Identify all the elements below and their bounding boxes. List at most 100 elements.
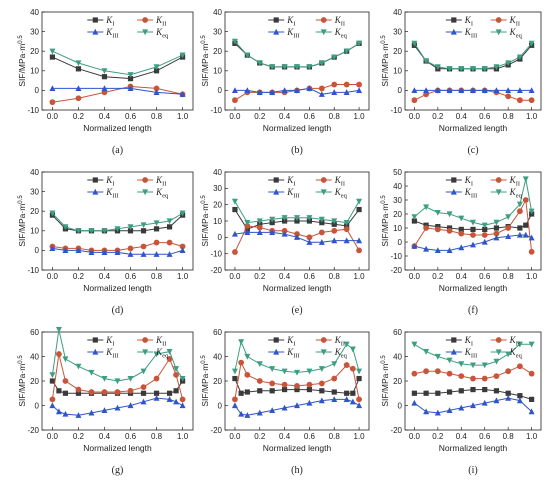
y-tick-label: 20 <box>30 47 39 56</box>
legend: KI KII KIII Keq <box>87 335 169 360</box>
data-point-K_III <box>101 85 108 92</box>
data-point-K_II <box>232 396 238 403</box>
legend-label-K_III: KIII <box>286 347 300 360</box>
data-point-K_II <box>458 230 465 237</box>
x-tick-label: 0.6 <box>125 272 137 281</box>
data-point-K_eq <box>238 339 245 345</box>
series-line-K_II <box>234 361 360 400</box>
data-point-K_II <box>179 396 186 403</box>
data-point-K_I <box>281 218 288 224</box>
data-point-K_III <box>244 229 251 236</box>
y-tick-label: 20 <box>393 47 402 56</box>
data-point-K_eq <box>114 226 121 233</box>
subfigure-label: (c) <box>467 145 478 156</box>
y-tick-label: -10 <box>27 266 39 275</box>
data-point-K_eq <box>153 64 160 71</box>
data-point-K_eq <box>470 362 476 369</box>
x-tick-label: 0.8 <box>329 432 341 441</box>
data-point-K_II <box>49 99 56 106</box>
data-point-K_III <box>179 247 186 253</box>
legend-marker <box>142 189 149 196</box>
y-tick-label: 30 <box>213 27 222 36</box>
data-point-K_eq <box>356 40 363 47</box>
x-tick-label: 0.0 <box>229 272 241 281</box>
x-tick-label: 0.6 <box>479 112 491 121</box>
y-tick-label: -10 <box>27 106 39 115</box>
y-tick-label: 30 <box>393 27 402 36</box>
data-point-K_I <box>493 225 500 231</box>
data-point-K_I <box>281 386 288 393</box>
y-axis-label: SIF/MPa·m0.5 <box>200 195 210 247</box>
data-point-K_III <box>470 87 476 93</box>
data-point-K_II <box>516 363 523 370</box>
legend-label-K_eq: Keq <box>155 347 169 360</box>
x-tick-label: 0.8 <box>503 112 515 121</box>
x-tick-label: 0.6 <box>125 112 137 121</box>
data-point-K_eq <box>493 219 500 226</box>
data-point-K_III <box>281 230 288 237</box>
data-point-K_I <box>153 226 160 232</box>
data-point-K_II <box>349 365 356 372</box>
data-point-K_III <box>256 229 263 236</box>
y-axis-label: SIF/MPa·m0.5 <box>380 355 390 407</box>
legend-marker <box>451 177 457 183</box>
data-point-K_II <box>505 368 512 375</box>
data-point-K_I <box>306 386 313 393</box>
legend-label-K_eq: Keq <box>509 347 523 360</box>
legend-marker <box>142 17 149 23</box>
data-point-K_I <box>75 390 82 396</box>
y-tick-label: 20 <box>393 377 402 386</box>
data-point-K_III <box>49 85 56 92</box>
legend-marker <box>450 348 457 355</box>
data-point-K_eq <box>281 215 288 221</box>
data-point-K_II <box>356 247 362 254</box>
x-tick-label: 0.2 <box>254 112 266 121</box>
data-point-K_I <box>517 225 523 231</box>
x-tick-label: 1.0 <box>177 112 189 121</box>
y-tick-label: 40 <box>30 8 39 17</box>
x-tick-label: 1.0 <box>526 432 538 441</box>
data-point-K_I <box>470 226 476 232</box>
subfigure-label: (b) <box>291 145 303 156</box>
data-point-K_eq <box>516 201 523 208</box>
data-point-K_I <box>49 378 56 384</box>
data-point-K_III <box>306 239 313 245</box>
series-line-K_eq <box>234 41 360 68</box>
legend-marker <box>450 188 457 195</box>
legend: KI KII KIII Keq <box>445 335 523 360</box>
y-tick-label: 20 <box>393 210 402 219</box>
legend-label-K_III: KIII <box>105 347 119 360</box>
data-point-K_III <box>294 234 300 240</box>
data-point-K_III <box>179 91 186 97</box>
data-point-K_I <box>529 396 535 402</box>
legend-marker <box>273 177 279 183</box>
legend-label-K_I: KI <box>464 175 473 188</box>
data-point-K_II <box>166 239 173 246</box>
data-point-K_II <box>331 81 338 88</box>
data-point-K_II <box>318 229 325 236</box>
data-point-K_II <box>318 380 325 387</box>
data-point-K_I <box>238 390 244 396</box>
data-point-K_III <box>516 231 523 238</box>
legend-label-K_II: KII <box>155 15 166 28</box>
data-point-K_eq <box>349 346 356 353</box>
data-point-K_eq <box>470 66 476 73</box>
data-point-K_III <box>62 410 69 417</box>
data-point-K_I <box>166 224 173 230</box>
data-point-K_III <box>411 87 418 93</box>
data-point-K_I <box>244 389 250 395</box>
data-point-K_I <box>331 389 337 395</box>
y-tick-label: 0 <box>35 246 40 255</box>
legend-marker <box>495 337 502 343</box>
data-point-K_eq <box>516 341 523 348</box>
data-point-K_eq <box>269 366 276 372</box>
data-point-K_II <box>434 368 441 375</box>
data-point-K_II <box>49 396 56 403</box>
y-tick-label: -10 <box>210 249 222 258</box>
x-tick-label: 0.8 <box>151 272 163 281</box>
legend: KI KII KIII Keq <box>87 175 169 200</box>
data-point-K_II <box>256 224 263 231</box>
data-point-K_III <box>256 409 263 416</box>
data-point-K_I <box>458 388 464 394</box>
data-point-K_I <box>446 389 453 395</box>
